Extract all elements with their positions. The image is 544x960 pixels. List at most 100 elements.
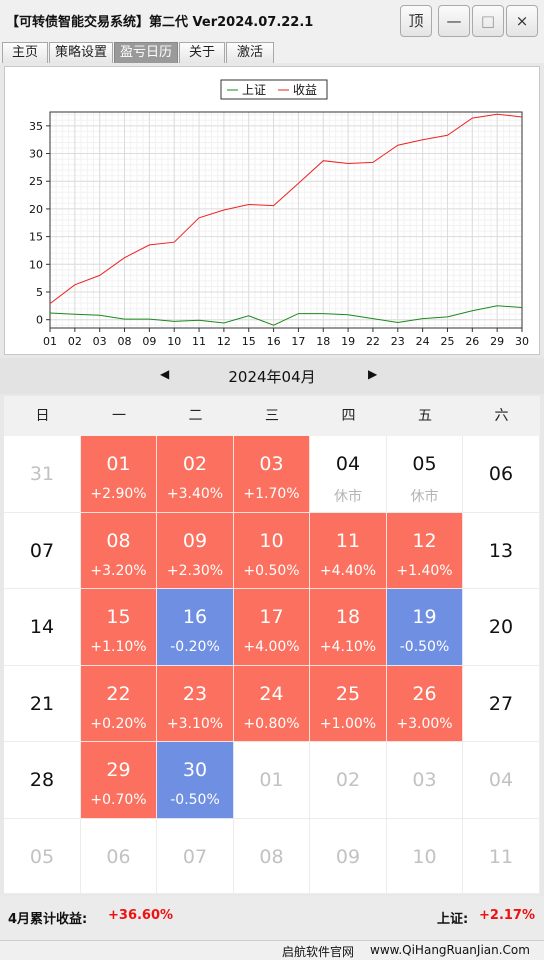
calendar-day-cell[interactable]: 31 [4,436,81,513]
day-number: 08 [259,846,284,868]
calendar-day-cell[interactable]: 09 +2.30% [157,513,234,589]
calendar-day-cell[interactable]: 13 [463,513,540,589]
calendar-day-cell[interactable]: 08 +3.20% [81,513,157,589]
y-tick-label: 0 [36,314,43,327]
day-return: +1.40% [396,563,453,579]
calendar-day-cell[interactable]: 24 +0.80% [234,666,310,742]
calendar-day-cell[interactable]: 10 +0.50% [234,513,310,589]
calendar-day-cell[interactable]: 15 +1.10% [81,589,157,666]
calendar-day-cell[interactable]: 01 +2.90% [81,436,157,513]
day-return: -0.50% [170,792,220,808]
calendar-day-cell[interactable]: 11 [463,819,540,894]
site-url-link[interactable]: www.QiHangRuanJian.Com [370,943,530,957]
day-return: +3.40% [166,486,224,502]
calendar-day-cell[interactable]: 10 [387,819,463,894]
day-return: +2.90% [90,486,147,502]
day-number: 11 [335,530,361,552]
legend-label: 上证 [242,83,266,97]
maximize-button[interactable]: □ [472,5,504,37]
day-number: 13 [488,540,514,562]
day-return: +4.10% [319,639,377,655]
calendar-day-cell[interactable]: 01 [234,742,310,819]
tab-home[interactable]: 主页 [2,42,48,63]
calendar-day-cell[interactable]: 21 [4,666,81,742]
calendar-day-cell[interactable]: 14 [4,589,81,666]
calendar-day-cell[interactable]: 06 [463,436,540,513]
index-return-label: 上证: [437,912,469,927]
calendar-day-cell[interactable]: 12 +1.40% [387,513,463,589]
month-return-label: 4月累计收益: [8,912,88,927]
calendar-day-cell[interactable]: 29 +0.70% [81,742,157,819]
calendar-day-cell[interactable]: 30 -0.50% [157,742,234,819]
day-return: +0.50% [243,563,300,579]
tab-strategy-settings[interactable]: 策略设置 [49,42,113,63]
x-tick-label: 25 [440,335,454,348]
tab-bar: 主页 策略设置 盈亏日历 关于 激活 [0,41,544,63]
minimize-button[interactable]: — [438,5,470,37]
day-number: 10 [412,846,437,868]
close-button[interactable]: × [506,5,538,37]
calendar-day-cell[interactable]: 22 +0.20% [81,666,157,742]
calendar-day-cell[interactable]: 08 [234,819,310,894]
day-number: 03 [412,769,437,791]
calendar-day-cell[interactable]: 04 休市 [310,436,387,513]
calendar-day-cell[interactable]: 28 [4,742,81,819]
summary-bar: 4月累计收益: +36.60% 上证: +2.17% [0,896,544,940]
weekday-label: 日 [35,408,50,424]
prev-month-icon[interactable]: ◀ [160,367,170,381]
day-number: 02 [182,453,208,475]
calendar-day-cell[interactable]: 03 +1.70% [234,436,310,513]
weekday-label: 二 [188,408,203,424]
calendar-day-cell[interactable]: 11 +4.40% [310,513,387,589]
title-bar: 【可转债智能交易系统】第二代 Ver2024.07.22.1 顶 — □ × [0,0,544,41]
x-tick-label: 11 [192,335,206,348]
day-number: 01 [259,769,284,791]
day-number: 28 [29,769,55,791]
y-tick-label: 20 [29,203,43,216]
day-number: 08 [106,530,131,552]
legend-label: 收益 [293,83,317,97]
status-bar: 启航软件官网 www.QiHangRuanJian.Com [0,940,544,960]
calendar-day-cell[interactable]: 19 -0.50% [387,589,463,666]
y-tick-label: 35 [29,120,43,133]
day-number: 31 [29,463,55,485]
calendar-day-cell[interactable]: 09 [310,819,387,894]
calendar-day-cell[interactable]: 02 [310,742,387,819]
calendar-day-cell[interactable]: 23 +3.10% [157,666,234,742]
calendar-day-cell[interactable]: 03 [387,742,463,819]
next-month-icon[interactable]: ▶ [368,367,378,381]
calendar-day-cell[interactable]: 06 [81,819,157,894]
day-return: +1.00% [319,716,377,732]
pin-top-button[interactable]: 顶 [400,5,432,37]
y-tick-label: 5 [36,286,43,299]
calendar-day-cell[interactable]: 05 [4,819,81,894]
calendar-day-cell[interactable]: 07 [157,819,234,894]
calendar-day-cell[interactable]: 25 +1.00% [310,666,387,742]
calendar-day-cell[interactable]: 27 [463,666,540,742]
tab-pnl-calendar[interactable]: 盈亏日历 [114,42,178,63]
legend-box [220,79,328,100]
x-tick-label: 22 [366,335,380,348]
month-return-value: +36.60% [108,908,174,923]
x-tick-label: 01 [43,335,57,348]
y-tick-label: 25 [29,175,43,188]
tab-activate[interactable]: 激活 [226,42,274,63]
calendar-day-cell[interactable]: 20 [463,589,540,666]
site-name: 启航软件官网 [282,945,355,959]
calendar-day-cell[interactable]: 04 [463,742,540,819]
calendar-day-cell[interactable]: 17 +4.00% [234,589,310,666]
day-return: -0.50% [399,639,450,655]
weekday-label: 五 [418,408,432,424]
day-number: 04 [488,769,514,791]
tab-about[interactable]: 关于 [179,42,225,63]
calendar-day-cell[interactable]: 16 -0.20% [157,589,234,666]
calendar-day-cell[interactable]: 05 休市 [387,436,463,513]
day-number: 27 [488,693,514,715]
calendar-day-cell[interactable]: 18 +4.10% [310,589,387,666]
calendar-day-cell[interactable]: 02 +3.40% [157,436,234,513]
x-tick-label: 19 [341,335,355,348]
calendar-day-cell[interactable]: 26 +3.00% [387,666,463,742]
x-tick-label: 18 [316,335,330,348]
calendar-day-cell[interactable]: 07 [4,513,81,589]
calendar-grid: 31 01 +2.90% 02 +3.40% 03 +1.70% 04 休市 05 休市 06 07 08… [4,436,540,894]
